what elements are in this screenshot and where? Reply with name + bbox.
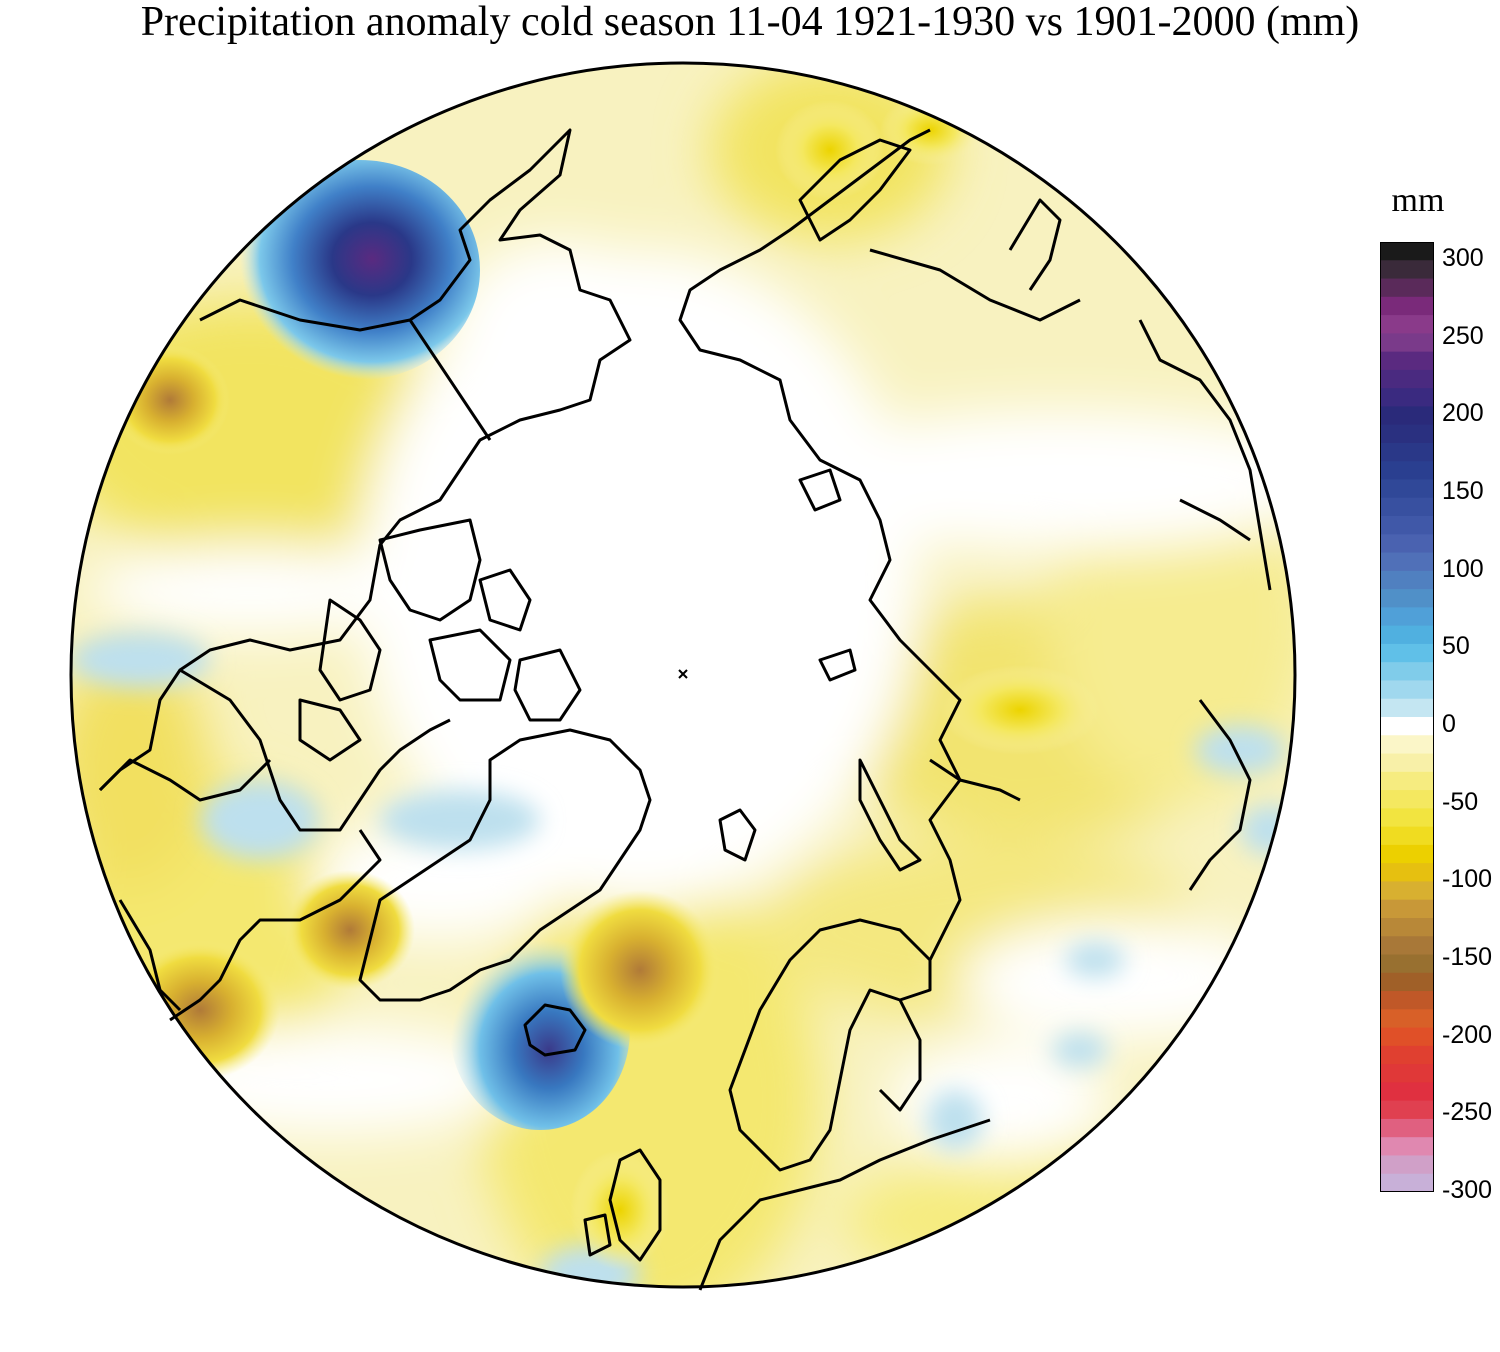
colorbar-swatch (1380, 899, 1434, 919)
colorbar-swatch (1380, 863, 1434, 883)
colorbar-tick-label: -200 (1442, 1020, 1493, 1049)
colorbar-swatch (1380, 1027, 1434, 1047)
colorbar-swatch (1380, 881, 1434, 901)
colorbar-tick-label: 0 (1442, 710, 1456, 738)
colorbar-swatch (1380, 643, 1434, 663)
colorbar-swatch (1380, 917, 1434, 937)
colorbar-swatch (1380, 1118, 1434, 1138)
colorbar-swatch (1380, 333, 1434, 353)
colorbar-tick-label: -300 (1442, 1176, 1493, 1204)
colorbar-swatch (1380, 844, 1434, 864)
colorbar-swatch (1380, 1137, 1434, 1157)
colorbar-swatch (1380, 1045, 1434, 1065)
north-pole-marker (678, 669, 688, 679)
colorbar-swatch (1380, 771, 1434, 791)
alaska-wet-anomaly (240, 160, 480, 380)
colorbar-swatch (1380, 242, 1434, 261)
colorbar-tick-label: -150 (1442, 943, 1493, 971)
colorbar-swatch (1380, 516, 1434, 535)
colorbar-swatch (1380, 1100, 1434, 1120)
coastlines (98, 128, 1272, 1291)
colorbar-swatch (1380, 260, 1434, 280)
colorbar-swatch (1380, 388, 1434, 408)
colorbar-swatch (1380, 442, 1434, 462)
chart-title: Precipitation anomaly cold season 11-04 … (140, 0, 1360, 45)
colorbar-swatch (1380, 552, 1434, 572)
colorbar-swatch (1380, 717, 1434, 736)
colorbar-unit: mm (1391, 182, 1445, 219)
colorbar-swatch (1380, 589, 1434, 608)
colorbar-swatch (1380, 790, 1434, 809)
west-siberia-dry-anomaly (940, 665, 1100, 755)
colorbar-tick-label: 100 (1442, 554, 1484, 583)
colorbar-swatch (1380, 461, 1434, 481)
colorbar-swatch (1380, 753, 1434, 773)
colorbar-swatch (1380, 936, 1434, 956)
colorbar-tick-label: 50 (1442, 632, 1470, 661)
north-atlantic-dry-anomaly (560, 890, 720, 1050)
colorbar-tick-label: 250 (1442, 321, 1484, 350)
colorbar-swatch (1380, 479, 1434, 499)
colorbar-swatch (1380, 497, 1434, 517)
colorbar-swatch (1380, 680, 1434, 700)
colorbar-tick-label: 300 (1442, 244, 1484, 272)
anomaly-field (71, 63, 1295, 1287)
colorbar-tick-label: -250 (1442, 1098, 1493, 1127)
colorbar-swatch (1380, 369, 1434, 389)
colorbar-tick-label: 150 (1442, 477, 1484, 505)
colorbar-swatch (1380, 351, 1434, 371)
colorbar-swatch (1380, 1082, 1434, 1102)
colorbar-swatch (1380, 1009, 1434, 1029)
colorbar-swatch (1380, 1173, 1434, 1192)
colorbar-swatch (1380, 662, 1434, 682)
colorbar-swatch (1380, 954, 1434, 974)
colorbar-tick-label: -50 (1442, 787, 1479, 816)
colorbar-swatch (1380, 625, 1434, 645)
colorbar-swatch (1380, 607, 1434, 627)
colorbar-swatch (1380, 406, 1434, 426)
bc-coast-dry-anomaly (110, 345, 230, 455)
colorbar-swatch (1380, 296, 1434, 316)
colorbar-swatch (1380, 424, 1434, 444)
colorbar-tick-label: -100 (1442, 865, 1493, 894)
colorbar-swatch (1380, 735, 1434, 755)
colorbar-swatch (1380, 315, 1434, 334)
kamchatka-dry-anomaly (775, 100, 885, 200)
colorbar-swatch (1380, 826, 1434, 846)
colorbar (1380, 242, 1434, 1192)
map-boundary (69, 61, 1297, 1289)
colorbar-swatch (1380, 570, 1434, 590)
newfoundland-dry-anomaly (120, 940, 280, 1080)
colorbar-swatch (1380, 1064, 1434, 1083)
colorbar-swatch (1380, 808, 1434, 828)
polar-map (69, 61, 1297, 1291)
colorbar-swatch (1380, 1155, 1434, 1175)
colorbar-swatch (1380, 534, 1434, 554)
colorbar-swatch (1380, 698, 1434, 718)
colorbar-swatch (1380, 991, 1434, 1010)
colorbar-swatch (1380, 972, 1434, 992)
colorbar-swatch (1380, 278, 1434, 298)
colorbar-tick-label: 200 (1442, 399, 1484, 428)
